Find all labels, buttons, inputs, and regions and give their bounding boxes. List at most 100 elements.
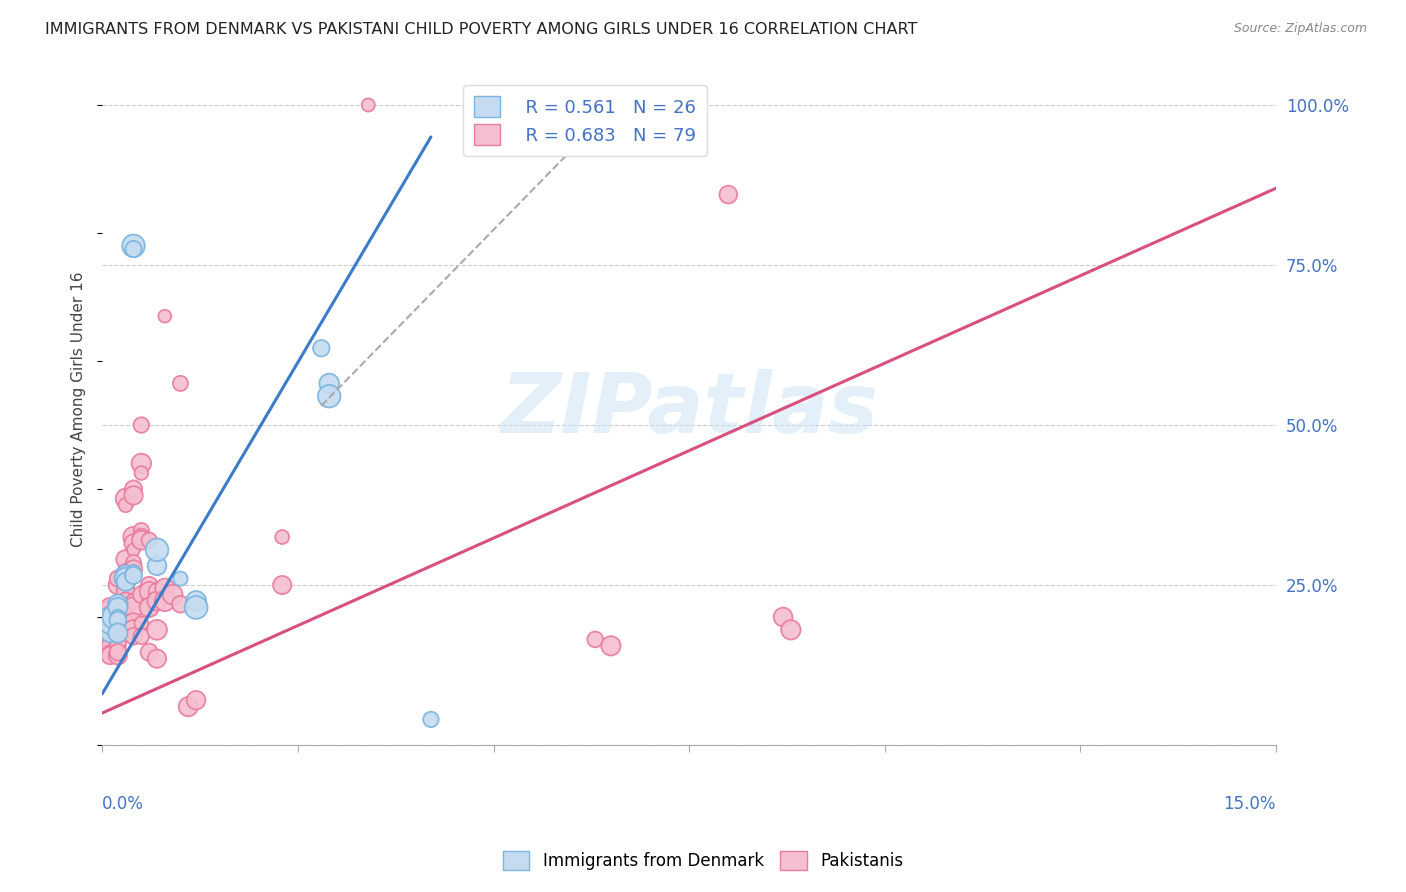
Point xyxy=(318,389,340,403)
Point xyxy=(114,607,136,621)
Point xyxy=(138,533,160,548)
Point xyxy=(107,639,129,653)
Point xyxy=(107,600,129,615)
Point xyxy=(103,610,125,624)
Text: 0.0%: 0.0% xyxy=(103,796,143,814)
Point xyxy=(169,376,191,391)
Point xyxy=(271,578,294,592)
Point xyxy=(122,566,145,580)
Point xyxy=(162,588,184,602)
Point xyxy=(131,616,153,631)
Point xyxy=(122,536,145,550)
Point xyxy=(98,613,121,627)
Point xyxy=(131,466,153,480)
Point xyxy=(146,594,169,608)
Legend: Immigrants from Denmark, Pakistanis: Immigrants from Denmark, Pakistanis xyxy=(496,844,910,877)
Point xyxy=(146,558,169,573)
Point xyxy=(98,600,121,615)
Point xyxy=(98,639,121,653)
Point xyxy=(131,417,153,432)
Point xyxy=(114,491,136,506)
Point xyxy=(107,635,129,649)
Point xyxy=(114,584,136,599)
Point xyxy=(122,488,145,502)
Point xyxy=(107,597,129,611)
Point xyxy=(122,556,145,570)
Point xyxy=(98,620,121,634)
Point xyxy=(146,542,169,557)
Point xyxy=(318,376,340,391)
Point xyxy=(153,581,176,595)
Point xyxy=(107,645,129,659)
Point xyxy=(138,584,160,599)
Point xyxy=(107,648,129,663)
Point xyxy=(122,600,145,615)
Point xyxy=(98,632,121,647)
Point xyxy=(131,533,153,548)
Point xyxy=(138,600,160,615)
Point xyxy=(107,626,129,640)
Point xyxy=(98,623,121,637)
Point xyxy=(98,626,121,640)
Point xyxy=(184,594,207,608)
Point xyxy=(138,578,160,592)
Point xyxy=(153,594,176,608)
Point xyxy=(98,607,121,621)
Point xyxy=(98,626,121,640)
Point xyxy=(419,713,441,727)
Point xyxy=(114,566,136,580)
Point xyxy=(122,594,145,608)
Point xyxy=(271,530,294,544)
Point xyxy=(107,597,129,611)
Point xyxy=(122,629,145,643)
Point xyxy=(169,597,191,611)
Point xyxy=(98,604,121,618)
Point xyxy=(122,568,145,582)
Point xyxy=(122,623,145,637)
Point xyxy=(114,616,136,631)
Point xyxy=(122,542,145,557)
Point xyxy=(177,699,200,714)
Point xyxy=(122,242,145,256)
Point xyxy=(114,613,136,627)
Point xyxy=(114,600,136,615)
Text: IMMIGRANTS FROM DENMARK VS PAKISTANI CHILD POVERTY AMONG GIRLS UNDER 16 CORRELAT: IMMIGRANTS FROM DENMARK VS PAKISTANI CHI… xyxy=(45,22,917,37)
Point xyxy=(98,616,121,631)
Point xyxy=(122,239,145,253)
Point xyxy=(131,629,153,643)
Point xyxy=(131,530,153,544)
Point xyxy=(717,187,740,202)
Point xyxy=(780,623,803,637)
Point xyxy=(138,600,160,615)
Point xyxy=(772,610,794,624)
Point xyxy=(311,341,333,355)
Point xyxy=(131,588,153,602)
Point xyxy=(146,651,169,665)
Text: ZIPatlas: ZIPatlas xyxy=(501,368,879,450)
Point xyxy=(114,552,136,566)
Point xyxy=(138,594,160,608)
Legend:   R = 0.561   N = 26,   R = 0.683   N = 79: R = 0.561 N = 26, R = 0.683 N = 79 xyxy=(464,86,707,156)
Point xyxy=(122,530,145,544)
Point xyxy=(122,562,145,576)
Point xyxy=(114,572,136,586)
Point xyxy=(114,574,136,589)
Point xyxy=(122,616,145,631)
Point xyxy=(583,632,606,647)
Point xyxy=(107,626,129,640)
Point xyxy=(114,498,136,512)
Point xyxy=(122,482,145,496)
Point xyxy=(98,610,121,624)
Point xyxy=(98,613,121,627)
Point xyxy=(169,572,191,586)
Point xyxy=(107,578,129,592)
Point xyxy=(153,309,176,323)
Point xyxy=(114,581,136,595)
Point xyxy=(184,600,207,615)
Point xyxy=(131,457,153,471)
Point xyxy=(114,568,136,582)
Point xyxy=(146,584,169,599)
Point xyxy=(184,693,207,707)
Point xyxy=(138,645,160,659)
Point xyxy=(98,648,121,663)
